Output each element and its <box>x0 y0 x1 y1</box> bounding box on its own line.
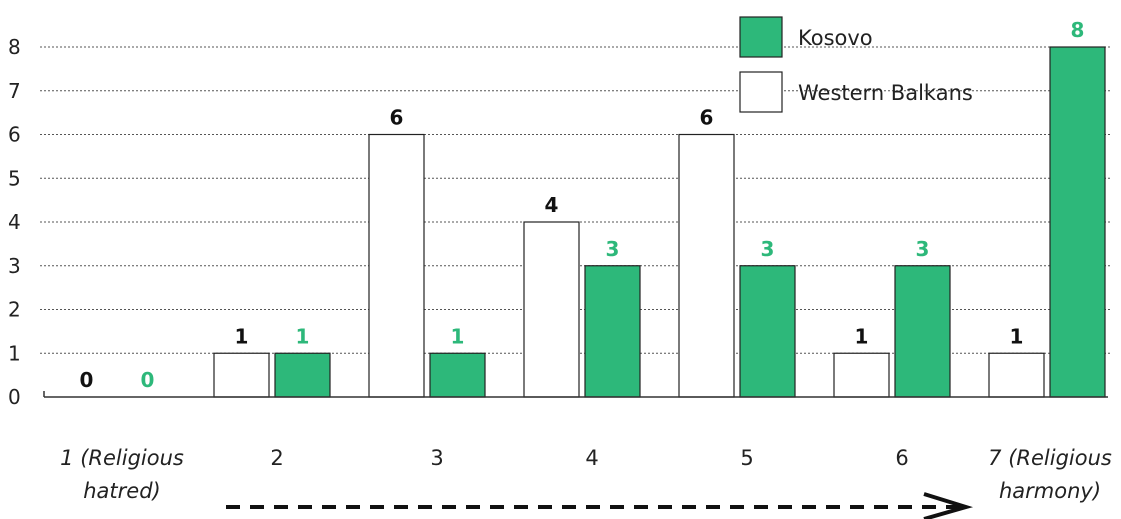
data-label-western-balkans: 1 <box>235 324 249 348</box>
data-label-kosovo: 3 <box>606 237 620 261</box>
x-tick-label: 5 <box>740 446 753 470</box>
legend-label: Kosovo <box>798 26 873 50</box>
bar-kosovo <box>1049 46 1106 398</box>
data-label-kosovo: 1 <box>296 324 310 348</box>
data-label-western-balkans: 1 <box>855 324 869 348</box>
bar-kosovo <box>584 265 641 398</box>
x-tick-label: 2 <box>270 446 283 470</box>
y-tick-label: 1 <box>8 341 21 365</box>
bar-kosovo <box>429 352 486 398</box>
x-tick-label: 6 <box>895 446 908 470</box>
bar-western-balkans <box>678 133 735 398</box>
x-tick-label: 1 (Religious hatred) <box>60 446 184 503</box>
arrow-head <box>923 492 974 519</box>
y-tick-label: 3 <box>8 254 21 278</box>
y-tick-label: 8 <box>8 35 21 59</box>
x-tick-label: 3 <box>430 446 443 470</box>
legend-swatch <box>739 71 783 113</box>
data-label-western-balkans: 6 <box>700 106 714 130</box>
x-tick-label: 7 (Religious harmony) <box>988 446 1112 503</box>
data-label-western-balkans: 4 <box>545 193 559 217</box>
direction-arrow <box>226 492 974 519</box>
data-label-kosovo: 3 <box>916 237 930 261</box>
y-tick-label: 7 <box>8 79 21 103</box>
y-axis: 0 1 2 3 4 5 6 7 8 <box>8 35 21 409</box>
bars <box>213 46 1106 398</box>
y-tick-label: 6 <box>8 123 21 147</box>
bar-western-balkans <box>833 352 890 398</box>
data-label-kosovo: 1 <box>451 324 465 348</box>
bar-kosovo <box>739 265 796 398</box>
y-tick-label: 4 <box>8 210 21 234</box>
bar-western-balkans <box>213 352 270 398</box>
data-label-kosovo: 8 <box>1071 18 1085 42</box>
data-label-western-balkans: 0 <box>80 368 94 392</box>
legend: Kosovo Western Balkans <box>739 16 973 113</box>
data-label-western-balkans: 6 <box>390 106 404 130</box>
legend-swatch <box>739 16 783 58</box>
bar-kosovo <box>274 352 331 398</box>
y-tick-label: 0 <box>8 385 21 409</box>
bar-kosovo <box>894 265 951 398</box>
data-label-kosovo: 0 <box>141 368 155 392</box>
legend-label: Western Balkans <box>798 81 973 105</box>
x-tick-label: 4 <box>585 446 598 470</box>
y-tick-label: 5 <box>8 166 21 190</box>
data-label-western-balkans: 1 <box>1010 324 1024 348</box>
bar-western-balkans <box>523 221 580 398</box>
bar-western-balkans <box>368 133 425 398</box>
x-axis: 1 (Religious hatred) 2 3 4 5 6 7 (Religious harm… <box>43 391 1112 503</box>
bar-western-balkans <box>988 352 1045 398</box>
data-label-kosovo: 3 <box>761 237 775 261</box>
y-tick-label: 2 <box>8 298 21 322</box>
